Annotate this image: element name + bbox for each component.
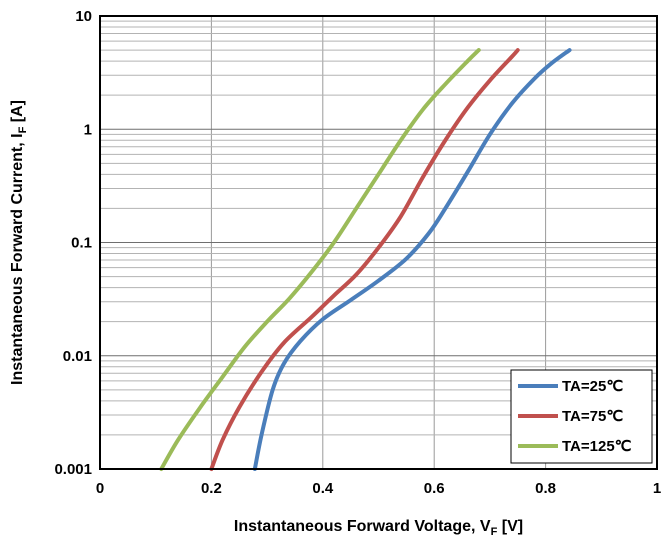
x-axis-label-unit: [V] <box>497 518 523 535</box>
series-group <box>159 48 572 471</box>
series-line-2 <box>209 48 520 471</box>
y-axis-label-unit: [A] <box>9 100 26 127</box>
x-axis-label-text: Instantaneous Forward Voltage, V <box>234 518 491 535</box>
x-axis-ticks: 0 0.2 0.4 0.6 0.8 1 <box>96 480 661 497</box>
series-line-1 <box>252 48 572 471</box>
x-axis-label-subscript: F <box>491 526 498 538</box>
x-tick-label: 0.2 <box>201 480 222 497</box>
y-tick-label: 0.01 <box>63 348 92 365</box>
y-axis-ticks: 0.001 0.01 0.1 1 10 <box>54 8 92 478</box>
plot-frame <box>99 15 658 470</box>
legend-label: TA=75℃ <box>562 408 623 425</box>
legend-label: TA=25℃ <box>562 378 623 395</box>
x-axis-label: Instantaneous Forward Voltage, VF [V] <box>234 518 523 538</box>
y-tick-label: 0.1 <box>71 235 92 252</box>
series-line-3 <box>159 48 481 471</box>
x-tick-label: 0.6 <box>424 480 445 497</box>
y-tick-label: 0.001 <box>54 461 92 478</box>
x-tick-label: 1 <box>653 480 661 497</box>
x-tick-label: 0 <box>96 480 104 497</box>
y-tick-label: 1 <box>84 121 92 138</box>
legend-label: TA=125℃ <box>562 438 632 455</box>
legend: TA=25℃ TA=75℃ TA=125℃ <box>510 369 653 464</box>
y-axis-label-subscript: F <box>17 126 29 133</box>
legend-items: TA=25℃ TA=75℃ TA=125℃ <box>518 378 632 455</box>
y-axis-label-text: Instantaneous Forward Current, I <box>9 133 26 385</box>
x-tick-label: 0.8 <box>535 480 556 497</box>
y-tick-label: 10 <box>75 8 92 25</box>
x-tick-label: 0.4 <box>312 480 334 497</box>
y-axis-label: Instantaneous Forward Current, IF [A] <box>9 100 29 385</box>
